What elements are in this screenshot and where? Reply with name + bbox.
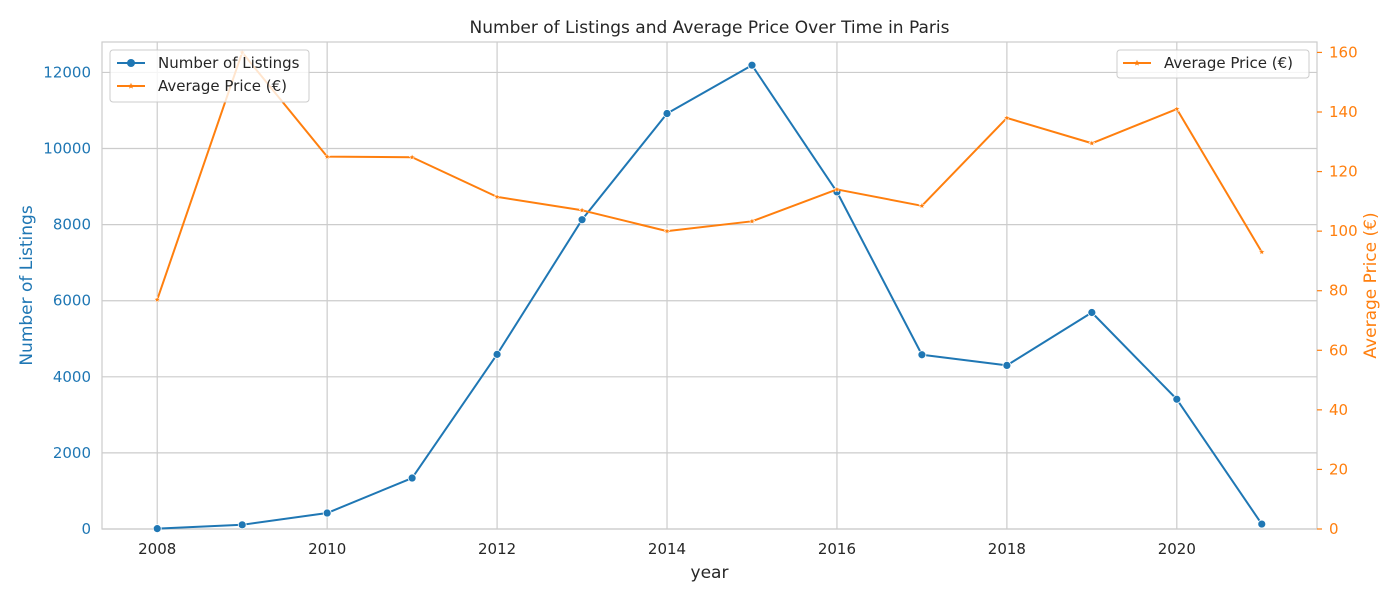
- y-right-tick-label-0: 0: [1329, 520, 1339, 538]
- legend-left-entry-1-swatch-marker: [127, 82, 135, 89]
- legend-right: Average Price (€): [1116, 49, 1310, 79]
- y-left-tick-label-10000: 10000: [43, 140, 91, 158]
- y-left-tick-label-0: 0: [81, 520, 91, 538]
- price-point-2016: [833, 185, 841, 193]
- y-right-tick-label-160: 160: [1329, 43, 1358, 61]
- y-left-tick-label-8000: 8000: [53, 216, 91, 234]
- series-layer: [152, 48, 1267, 534]
- grid-layer: [102, 42, 1317, 530]
- price-point-2021: [1258, 248, 1266, 256]
- y-right-tick-label-140: 140: [1329, 103, 1358, 121]
- legend-right-entry-0-swatch-marker: [1133, 59, 1141, 66]
- y-right-tick-label-80: 80: [1329, 282, 1348, 300]
- y-right-tick-label-20: 20: [1329, 460, 1348, 478]
- y-left-tick-label-6000: 6000: [53, 292, 91, 310]
- price-point-2013: [578, 206, 586, 214]
- price-point-2010: [323, 152, 331, 160]
- y-right-tick-label-100: 100: [1329, 222, 1358, 240]
- y-right-tick-label-120: 120: [1329, 163, 1358, 181]
- listings-point-2021: [1257, 519, 1267, 529]
- listings-point-2015: [747, 60, 757, 70]
- legend-left: Number of Listings Average Price (€): [109, 49, 310, 103]
- price-point-2019: [1088, 139, 1096, 147]
- listings-point-2014: [662, 109, 672, 118]
- x-tick-label-2018: 2018: [988, 540, 1026, 558]
- price-point-2015: [748, 217, 756, 225]
- listings-point-2018: [1002, 360, 1012, 370]
- listings-point-2011: [407, 473, 417, 483]
- price-point-2018: [1003, 114, 1011, 122]
- listings-point-2013: [577, 215, 587, 225]
- x-tick-label-2010: 2010: [308, 540, 346, 558]
- axis-layer: 2008 2010 2012 2014 2016 2018 2020020004000600…: [43, 43, 1357, 558]
- x-tick-label-2014: 2014: [648, 540, 686, 558]
- price-point-2017: [918, 201, 926, 209]
- price-series-line: [156, 51, 1263, 300]
- y-right-tick-label-40: 40: [1329, 401, 1348, 419]
- listings-point-2010: [322, 508, 332, 518]
- legend-left-entry-0-label: Number of Listings: [158, 54, 300, 72]
- listings-point-2017: [917, 350, 927, 360]
- price-point-2008: [153, 295, 161, 303]
- listings-point-2019: [1087, 308, 1097, 317]
- x-tick-label-2012: 2012: [478, 540, 516, 558]
- price-point-2014: [663, 227, 671, 235]
- listings-series-line: [157, 64, 1263, 530]
- listings-point-2008: [152, 524, 162, 534]
- y-left-tick-label-12000: 12000: [43, 63, 91, 81]
- x-tick-label-2016: 2016: [818, 540, 856, 558]
- legend-left-entry-0-swatch-marker: [127, 59, 135, 67]
- listings-point-2012: [492, 349, 502, 359]
- price-point-2012: [493, 193, 501, 201]
- x-axis-label: year: [691, 563, 729, 583]
- listings-point-2020: [1172, 394, 1182, 404]
- listings-point-2009: [237, 520, 247, 530]
- price-point-2020: [1173, 105, 1181, 113]
- legend-right-entry-0-label: Average Price (€): [1164, 54, 1293, 72]
- legend-left-entry-1-label: Average Price (€): [158, 77, 287, 95]
- y-axis-right-label: Average Price (€): [1361, 212, 1381, 358]
- y-left-tick-label-2000: 2000: [53, 444, 91, 462]
- legend-left-box: [109, 49, 310, 103]
- x-tick-label-2008: 2008: [138, 540, 176, 558]
- y-left-tick-label-4000: 4000: [53, 368, 91, 386]
- y-right-tick-label-60: 60: [1329, 341, 1348, 359]
- price-point-2011: [408, 153, 416, 161]
- y-axis-left-label: Number of Listings: [17, 205, 37, 365]
- plot-frame: [101, 41, 1318, 530]
- legend-right-box: [1116, 49, 1310, 79]
- x-tick-label-2020: 2020: [1158, 540, 1196, 558]
- chart-title: Number of Listings and Average Price Ove…: [470, 18, 950, 38]
